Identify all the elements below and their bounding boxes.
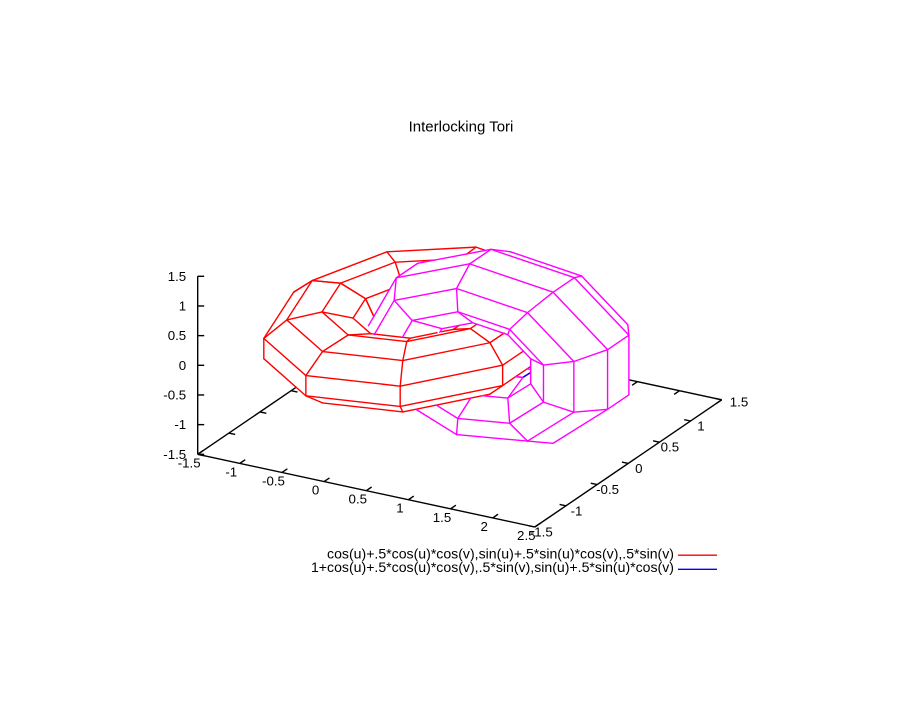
- svg-text:1: 1: [179, 299, 186, 314]
- svg-text:-0.5: -0.5: [262, 474, 285, 489]
- svg-text:1+cos(u)+.5*cos(u)*cos(v),.5*s: 1+cos(u)+.5*cos(u)*cos(v),.5*sin(v),sin(…: [311, 559, 674, 575]
- svg-text:0.5: 0.5: [168, 328, 187, 343]
- svg-text:0: 0: [179, 358, 186, 373]
- svg-text:0.5: 0.5: [661, 440, 680, 455]
- svg-text:1.5: 1.5: [168, 269, 187, 284]
- svg-text:Interlocking Tori: Interlocking Tori: [409, 119, 514, 136]
- svg-text:2: 2: [480, 519, 487, 534]
- svg-text:0: 0: [635, 461, 642, 476]
- svg-text:-1.5: -1.5: [530, 525, 553, 540]
- svg-text:1.5: 1.5: [433, 510, 452, 525]
- svg-text:-1: -1: [225, 464, 237, 479]
- svg-text:-1.5: -1.5: [163, 447, 186, 462]
- svg-text:1: 1: [697, 419, 704, 434]
- svg-text:0: 0: [312, 483, 319, 498]
- svg-text:0.5: 0.5: [349, 492, 368, 507]
- svg-text:-1: -1: [571, 503, 583, 518]
- svg-text:-1: -1: [174, 417, 186, 432]
- svg-text:1.5: 1.5: [730, 394, 749, 409]
- svg-text:1: 1: [396, 501, 403, 516]
- svg-text:-0.5: -0.5: [596, 482, 619, 497]
- svg-text:-0.5: -0.5: [163, 388, 186, 403]
